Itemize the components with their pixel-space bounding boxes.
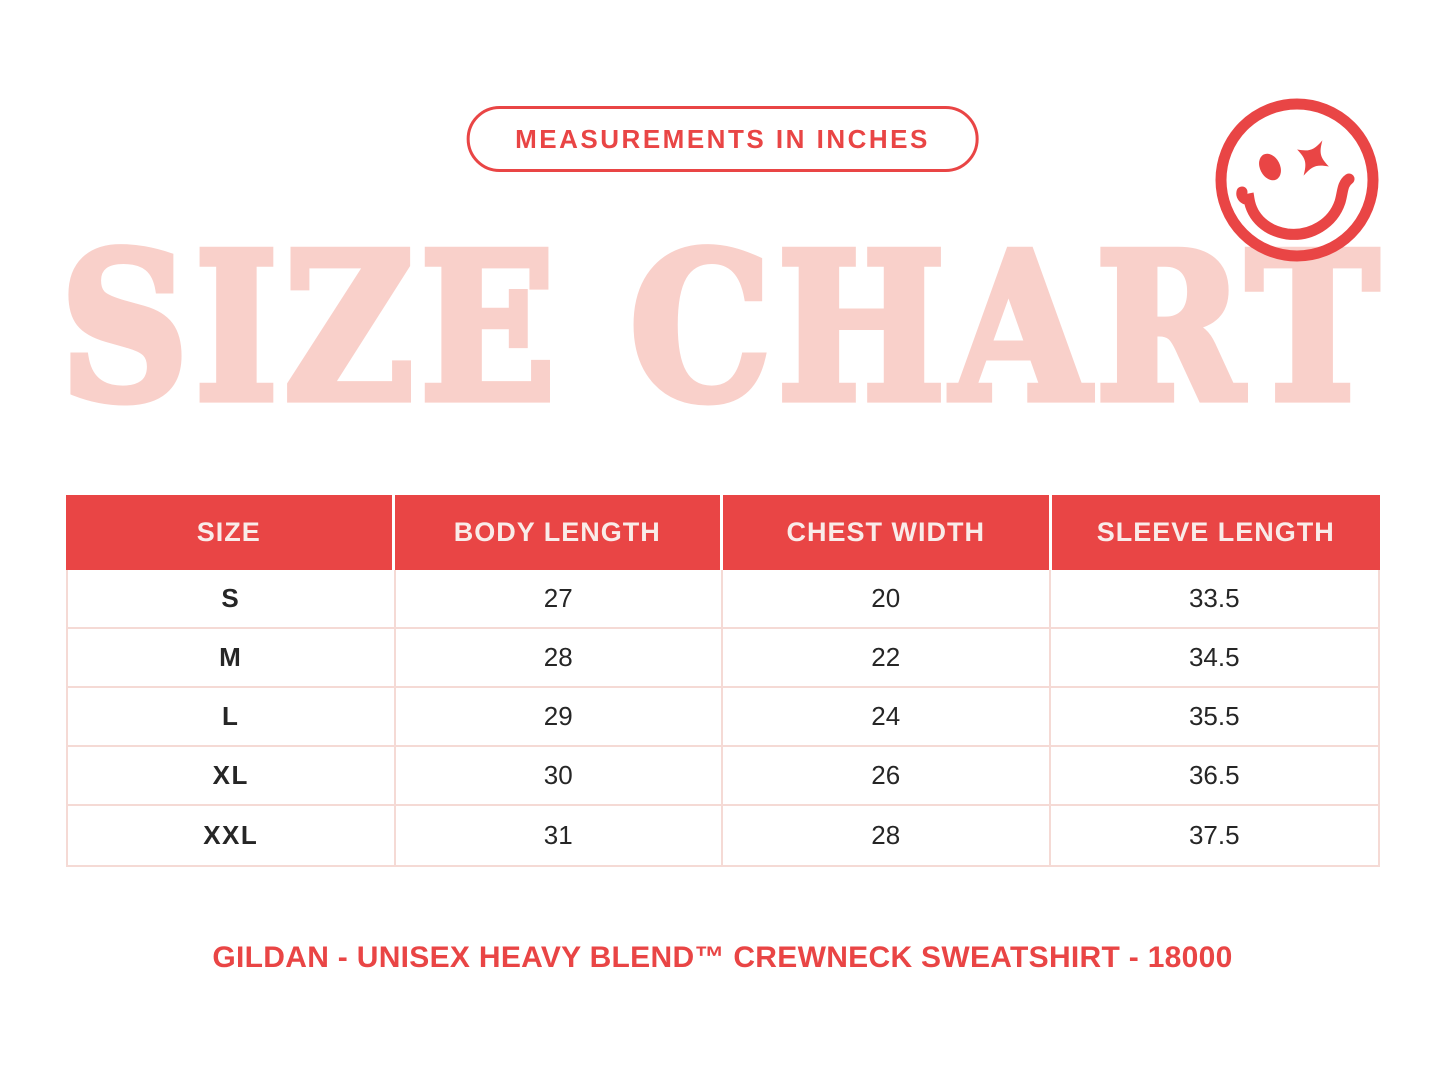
cell-sleeve-length: 34.5 <box>1188 642 1240 672</box>
measurements-badge: MEASUREMENTS IN INCHES <box>466 106 979 172</box>
cell-chest-width: 20 <box>723 570 1051 627</box>
cell-body-length: 28 <box>396 629 723 686</box>
cell-size: S <box>68 570 396 627</box>
cell-sleeve-length: 37.5 <box>1188 820 1240 850</box>
cell-size: XL <box>68 747 396 804</box>
column-header-chest-width: CHEST WIDTH <box>723 495 1052 570</box>
table-body: S 27 20 33.5 M 28 22 34.5 L 29 24 35.5 X… <box>66 570 1380 867</box>
cell-sleeve-length: 36.5 <box>1188 760 1240 790</box>
measurements-badge-label: MEASUREMENTS IN INCHES <box>515 123 930 154</box>
cell-body-length: 29 <box>396 688 723 745</box>
cell-chest-width: 26 <box>723 747 1051 804</box>
table-header-row: SIZE BODY LENGTH CHEST WIDTH SLEEVE LENG… <box>66 495 1380 570</box>
page-title: SIZE CHART <box>0 207 1445 447</box>
column-header-body-length: BODY LENGTH <box>395 495 723 570</box>
cell-size: XXL <box>68 806 396 865</box>
cell-chest-width: 22 <box>723 629 1051 686</box>
cell-chest-width: 24 <box>723 688 1051 745</box>
size-table: SIZE BODY LENGTH CHEST WIDTH SLEEVE LENG… <box>66 495 1380 867</box>
cell-sleeve-length: 35.5 <box>1188 701 1240 731</box>
table-row-xl: XL 30 26 36.5 <box>68 747 1378 806</box>
cell-sleeve-length: 33.5 <box>1188 583 1240 613</box>
cell-body-length: 31 <box>396 806 723 865</box>
table-row-l: L 29 24 35.5 <box>68 688 1378 747</box>
table-row-xxl: XXL 31 28 37.5 <box>68 806 1378 865</box>
cell-body-length: 30 <box>396 747 723 804</box>
smiley-icon <box>1209 92 1385 268</box>
page-title-text: SIZE CHART <box>57 207 1385 447</box>
column-header-size: SIZE <box>66 495 395 570</box>
column-header-sleeve-length: SLEEVE LENGTH <box>1096 517 1335 547</box>
cell-size: M <box>68 629 396 686</box>
table-row-s: S 27 20 33.5 <box>68 570 1378 629</box>
cell-body-length: 27 <box>396 570 723 627</box>
product-name: GILDAN - UNISEX HEAVY BLEND™ CREWNECK SW… <box>212 941 1233 974</box>
cell-chest-width: 28 <box>723 806 1051 865</box>
cell-size: L <box>68 688 396 745</box>
table-row-m: M 28 22 34.5 <box>68 629 1378 688</box>
smiley-svg <box>1215 98 1379 262</box>
